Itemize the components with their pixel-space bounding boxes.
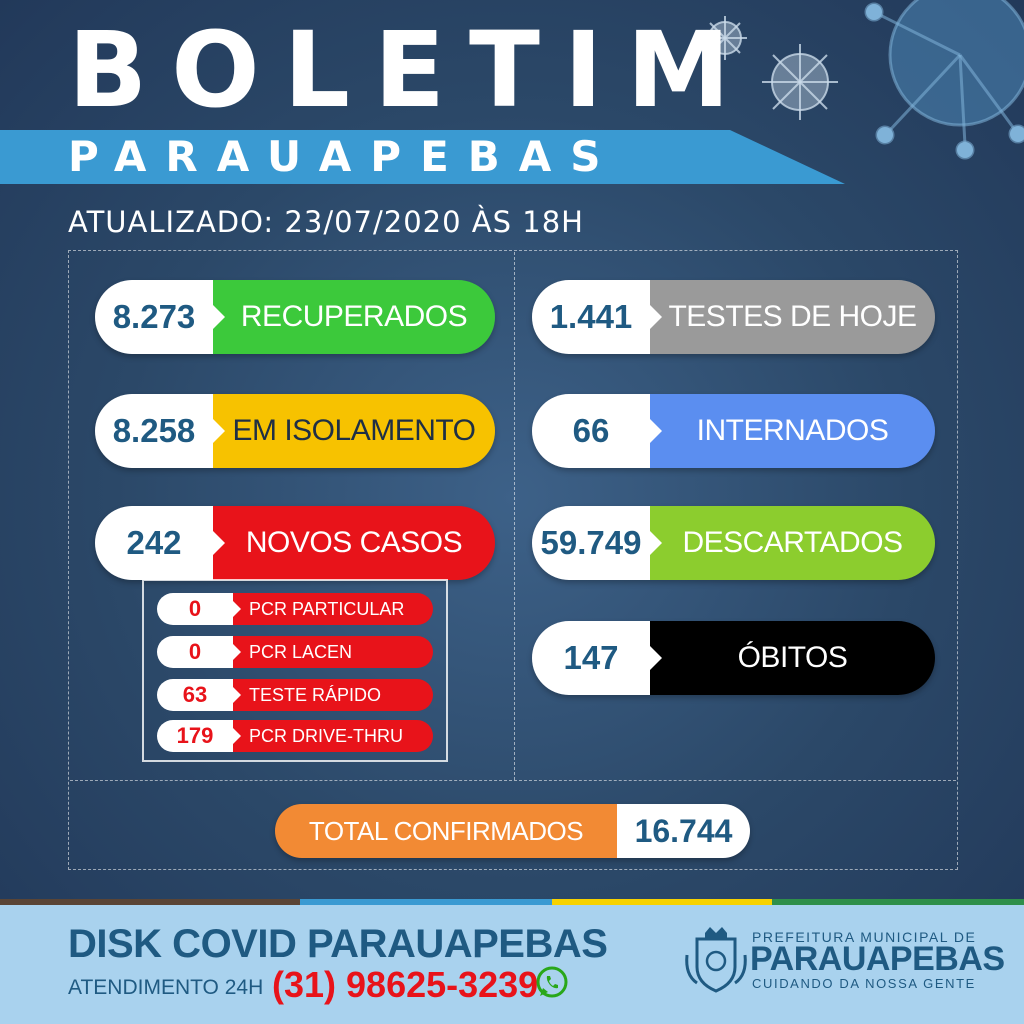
breakdown-value: 0 xyxy=(157,593,241,625)
stat-value: 66 xyxy=(532,394,662,468)
breakdown-value: 179 xyxy=(157,720,241,752)
whatsapp-icon xyxy=(536,966,568,998)
breakdown-pcr-lacen: 0 PCR LACEN xyxy=(157,636,433,668)
stat-value: 242 xyxy=(95,506,225,580)
updated-timestamp: ATUALIZADO: 23/07/2020 ÀS 18H xyxy=(68,205,584,239)
stat-label: DESCARTADOS xyxy=(650,506,935,580)
breakdown-pcr-particular: 0 PCR PARTICULAR xyxy=(157,593,433,625)
atendimento-label: ATENDIMENTO 24H xyxy=(68,976,264,999)
breakdown-label: PCR LACEN xyxy=(233,636,433,668)
footer xyxy=(0,905,1024,1024)
breakdown-label: PCR DRIVE-THRU xyxy=(233,720,433,752)
disk-covid-title: DISK COVID PARAUAPEBAS xyxy=(68,922,608,966)
color-stripe xyxy=(552,899,772,907)
stat-value: 8.258 xyxy=(95,394,225,468)
stat-isolation: 8.258 EM ISOLAMENTO xyxy=(95,394,495,468)
breakdown-value: 63 xyxy=(157,679,241,711)
breakdown-pcr-drive-thru: 179 PCR DRIVE-THRU xyxy=(157,720,433,752)
breakdown-label: TESTE RÁPIDO xyxy=(233,679,433,711)
stat-hospitalized: 66 INTERNADOS xyxy=(532,394,935,468)
stat-deaths: 147 ÓBITOS xyxy=(532,621,935,695)
prefeitura-line-1: PREFEITURA MUNICIPAL DE xyxy=(752,929,977,945)
stat-value: 8.273 xyxy=(95,280,225,354)
stat-value: 147 xyxy=(532,621,662,695)
prefeitura-name: PARAUAPEBAS xyxy=(750,940,1005,978)
stat-new-cases: 242 NOVOS CASOS xyxy=(95,506,495,580)
breakdown-teste-rapido: 63 TESTE RÁPIDO xyxy=(157,679,433,711)
color-stripe xyxy=(0,899,300,907)
stat-label: NOVOS CASOS xyxy=(213,506,495,580)
breakdown-label: PCR PARTICULAR xyxy=(233,593,433,625)
subtitle-ribbon xyxy=(0,130,845,184)
total-value: 16.744 xyxy=(617,804,750,858)
stat-recovered: 8.273 RECUPERADOS xyxy=(95,280,495,354)
stat-label: EM ISOLAMENTO xyxy=(213,394,495,468)
phone-number[interactable]: (31) 98625-3239 xyxy=(272,964,539,1005)
stat-label: INTERNADOS xyxy=(650,394,935,468)
stat-tests-today: 1.441 TESTES DE HOJE xyxy=(532,280,935,354)
total-label: TOTAL CONFIRMADOS xyxy=(275,804,617,858)
breakdown-value: 0 xyxy=(157,636,241,668)
stat-label: ÓBITOS xyxy=(650,621,935,695)
city-crest-icon xyxy=(685,927,747,993)
new-cases-breakdown-box xyxy=(142,579,448,762)
stat-discarded: 59.749 DESCARTADOS xyxy=(532,506,935,580)
stat-label: RECUPERADOS xyxy=(213,280,495,354)
bulletin-title: BOLETIM xyxy=(68,9,755,131)
city-subtitle: PARAUAPEBAS xyxy=(68,132,620,181)
stat-value: 1.441 xyxy=(532,280,662,354)
stats-divider xyxy=(514,252,515,780)
color-stripe xyxy=(300,899,552,907)
stats-frame xyxy=(68,250,958,870)
prefeitura-slogan: CUIDANDO DA NOSSA GENTE xyxy=(752,976,976,991)
stat-label: TESTES DE HOJE xyxy=(650,280,935,354)
stat-value: 59.749 xyxy=(532,506,662,580)
stats-bottom-divider xyxy=(70,780,956,781)
color-stripe xyxy=(772,899,1024,907)
stat-total-confirmed: TOTAL CONFIRMADOS 16.744 xyxy=(275,804,750,858)
